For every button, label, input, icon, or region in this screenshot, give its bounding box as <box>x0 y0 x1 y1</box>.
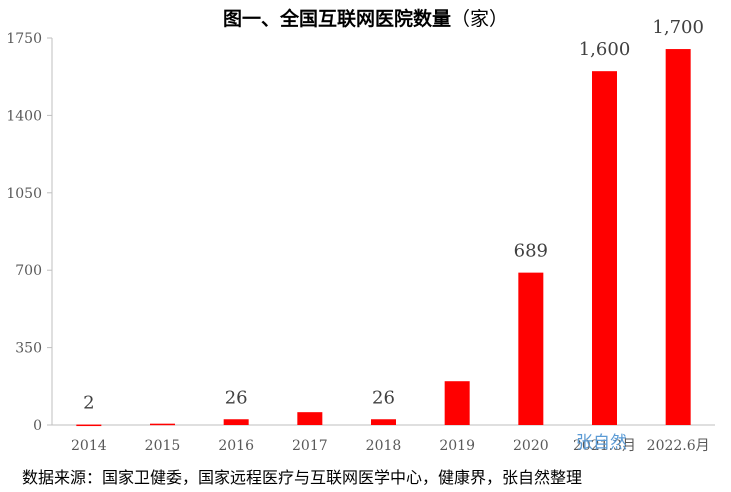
x-tick-label: 2014 <box>71 438 107 454</box>
x-tick-label: 2017 <box>292 438 328 454</box>
bars <box>76 49 691 427</box>
author-watermark: 张自然 <box>576 433 627 453</box>
x-tick-label: 2016 <box>218 438 254 454</box>
data-label: 1,700 <box>652 17 704 38</box>
bar-2020 <box>518 272 544 425</box>
bar-2014 <box>76 424 102 427</box>
y-tick-label: 1750 <box>6 31 42 47</box>
x-tick-label: 2019 <box>439 438 475 454</box>
data-label: 2 <box>83 393 94 414</box>
data-label: 26 <box>372 387 395 408</box>
bar-2021.3月 <box>592 71 617 426</box>
bar-2016 <box>223 419 249 425</box>
bar-2018 <box>371 419 396 425</box>
chart-title: 图一、全国互联网医院数量（家） <box>222 8 509 30</box>
data-label: 689 <box>514 241 548 262</box>
x-tick-label: 2018 <box>366 438 402 454</box>
data-label: 26 <box>225 387 248 408</box>
x-tick-label: 2015 <box>145 438 181 454</box>
x-tick-label: 2020 <box>513 438 549 454</box>
title-unit: （家） <box>451 8 509 30</box>
source-note: 数据来源：国家卫健委，国家远程医疗与互联网医学中心，健康界，张自然整理 <box>22 468 583 487</box>
y-tick-label: 1050 <box>6 186 42 202</box>
y-axis: 0 350 700 1050 1400 1750 <box>6 31 53 434</box>
bar-2015 <box>150 423 175 426</box>
y-tick-label: 0 <box>33 418 42 434</box>
bar-2022.6月 <box>665 49 691 426</box>
y-tick-label: 1400 <box>6 108 42 124</box>
y-tick-label: 350 <box>15 341 42 357</box>
data-labels: 2 26 26 689 1,600 1,700 <box>83 17 704 414</box>
x-tick-label: 2021.3月 <box>573 438 636 454</box>
x-tick-label: 2022.6月 <box>647 438 710 454</box>
y-tick-label: 700 <box>15 263 42 279</box>
bar-2017 <box>297 412 323 425</box>
bar-2019 <box>444 381 470 425</box>
data-label: 1,600 <box>579 39 631 60</box>
